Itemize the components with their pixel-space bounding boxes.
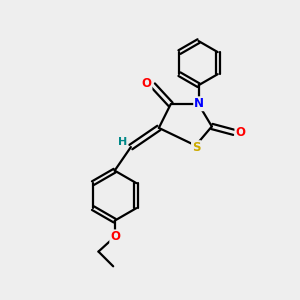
Text: H: H: [118, 137, 127, 147]
Text: O: O: [110, 230, 120, 243]
Text: N: N: [194, 97, 204, 110]
Text: O: O: [236, 126, 245, 139]
Text: S: S: [192, 141, 200, 154]
Text: O: O: [142, 77, 152, 90]
